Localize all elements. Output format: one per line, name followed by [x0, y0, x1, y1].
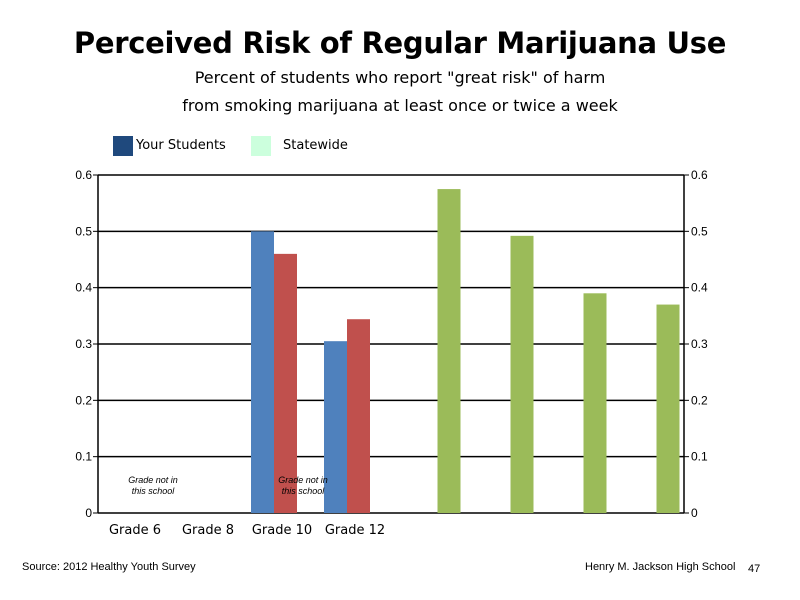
y-tick-label-right: 0.1: [691, 450, 708, 464]
bar-statewide-3: [656, 304, 680, 513]
chart-subtitle-line-2: from smoking marijuana at least once or …: [182, 96, 618, 115]
y-tick-label-left: 0.2: [75, 393, 92, 407]
y-tick-label-right: 0.5: [691, 224, 708, 238]
bar-your-students-3: [324, 341, 347, 513]
annotation-grade-not-in-school: Grade not in: [128, 475, 178, 485]
legend-swatch-statewide: [251, 136, 271, 156]
y-tick-label-left: 0: [85, 506, 92, 520]
bar-your-students-2: [251, 231, 274, 514]
legend-label-statewide: Statewide: [283, 138, 348, 153]
annotation-grade-not-in-school: Grade not in: [278, 475, 328, 485]
legend-swatch-your-students: [113, 136, 133, 156]
x-tick-label: Grade 8: [182, 523, 234, 538]
y-tick-label-left: 0.1: [75, 450, 92, 464]
chart-title: Perceived Risk of Regular Marijuana Use: [73, 26, 727, 60]
school-name: Henry M. Jackson High School: [585, 561, 736, 573]
y-tick-label-right: 0.4: [691, 281, 708, 295]
legend-label-your-students: Your Students: [136, 138, 226, 153]
page-number: 47: [748, 563, 761, 575]
y-tick-label-left: 0.4: [75, 281, 92, 295]
y-tick-label-right: 0.3: [691, 337, 708, 351]
bar-statewide-1: [510, 235, 534, 513]
annotation-grade-not-in-school: this school: [282, 486, 326, 496]
y-tick-label-right: 0: [691, 506, 698, 520]
bar-series-2-2: [274, 253, 297, 513]
y-tick-label-left: 0.3: [75, 337, 92, 351]
x-tick-label: Grade 12: [325, 523, 385, 538]
y-tick-label-right: 0.2: [691, 393, 708, 407]
source-note: Source: 2012 Healthy Youth Survey: [22, 561, 196, 573]
annotation-grade-not-in-school: this school: [132, 486, 176, 496]
y-tick-label-left: 0.5: [75, 224, 92, 238]
bar-series-2-3: [347, 319, 370, 513]
bar-statewide-0: [437, 189, 461, 514]
y-tick-label-right: 0.6: [691, 168, 708, 182]
x-tick-label: Grade 10: [252, 523, 312, 538]
x-tick-label: Grade 6: [109, 523, 161, 538]
bar-statewide-2: [583, 293, 607, 513]
chart-subtitle-line-1: Percent of students who report "great ri…: [194, 68, 606, 87]
y-tick-label-left: 0.6: [75, 168, 92, 182]
